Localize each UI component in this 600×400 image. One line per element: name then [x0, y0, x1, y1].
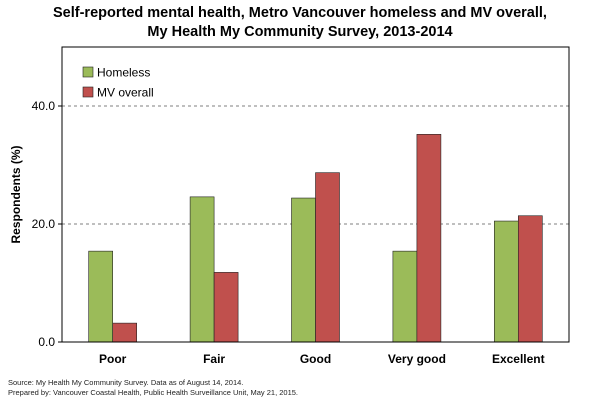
legend: Homeless MV overall	[82, 66, 154, 100]
bar-homeless-good	[291, 197, 316, 343]
footer-notes: Source: My Health My Community Survey. D…	[8, 378, 298, 397]
y-tick-label: 20.0	[32, 217, 56, 231]
chart-title: Self-reported mental health, Metro Vanco…	[0, 4, 600, 42]
prepared-note: Prepared by: Vancouver Coastal Health, P…	[8, 387, 299, 397]
x-category-label: Excellent	[492, 352, 545, 366]
bar-homeless-fair	[189, 196, 215, 343]
x-category-label: Very good	[388, 352, 446, 366]
chart-title-line1: Self-reported mental health, Metro Vanco…	[53, 5, 547, 21]
y-axis-title: Respondents (%)	[9, 145, 23, 243]
bar-mv-overall-poor	[112, 322, 137, 343]
x-category-label: Poor	[99, 352, 127, 366]
bar-mv-overall-good	[315, 172, 340, 343]
bar-homeless-very-good	[392, 250, 418, 343]
source-note: Source: My Health My Community Survey. D…	[8, 378, 244, 387]
plot-area-frame	[61, 46, 570, 343]
bar-mv-overall-very-good	[416, 134, 442, 343]
legend-label: MV overall	[97, 86, 154, 100]
bars	[88, 134, 543, 343]
y-tick-label: 40.0	[32, 99, 56, 113]
legend-swatch	[82, 86, 94, 98]
x-axis-categories: Poor Fair Good Very good Excellent	[99, 352, 545, 366]
y-axis-ticks: 0.0 20.0 40.0	[32, 99, 62, 349]
bar-homeless-poor	[88, 250, 113, 343]
y-tick-label: 0.0	[38, 335, 55, 349]
legend-swatch	[82, 66, 94, 78]
x-category-label: Good	[300, 352, 331, 366]
bar-mv-overall-fair	[213, 272, 239, 343]
x-category-label: Fair	[203, 352, 225, 366]
bar-mv-overall-excellent	[517, 215, 543, 343]
bar-homeless-excellent	[493, 220, 519, 343]
chart-title-line2: My Health My Community Survey, 2013-2014	[147, 24, 453, 40]
legend-label: Homeless	[97, 66, 150, 80]
